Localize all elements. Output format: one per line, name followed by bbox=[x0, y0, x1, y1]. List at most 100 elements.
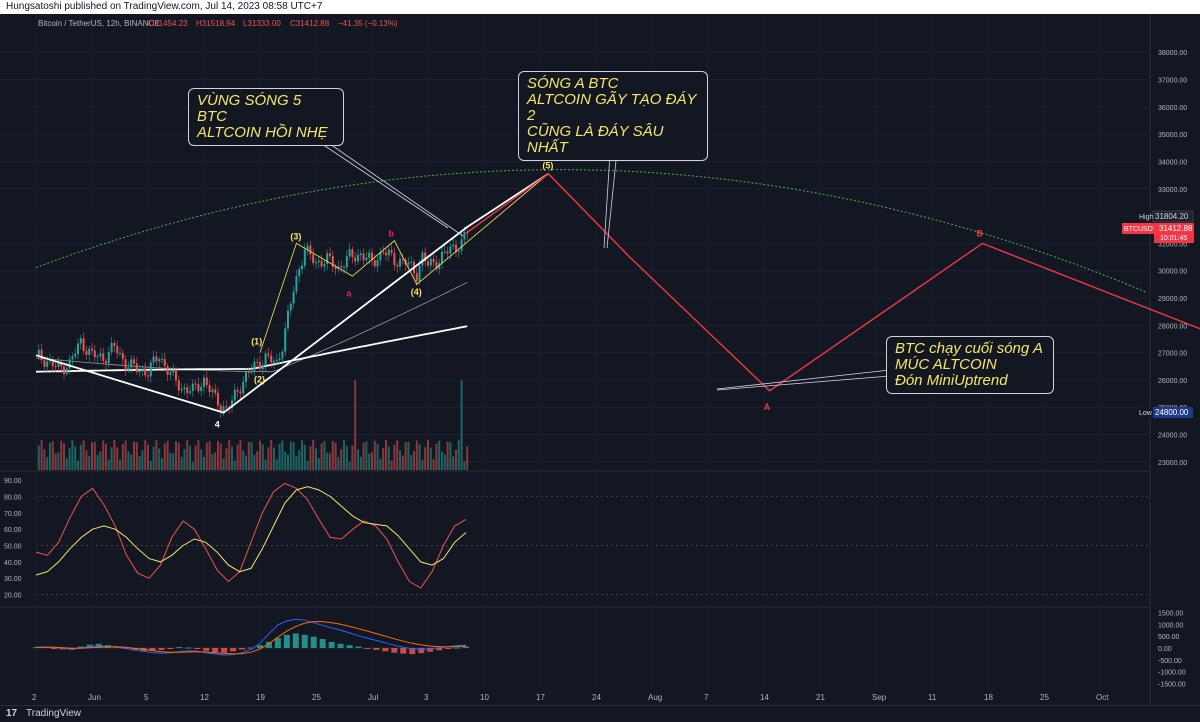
macd-tick-label: 0.00 bbox=[1158, 646, 1172, 653]
candle-body bbox=[457, 250, 460, 252]
macd-bar bbox=[221, 648, 228, 653]
osc-line bbox=[35, 482, 467, 589]
volume-bar bbox=[303, 444, 306, 470]
macd-bar bbox=[310, 636, 317, 648]
candle-body bbox=[93, 350, 96, 358]
time-axis[interactable]: 2 Jun 5 12 19 25 Jul 3 10 17 24 Aug 7 14 21 Sep 11 18 25 Oc… bbox=[32, 693, 1109, 702]
volume-bar bbox=[382, 448, 385, 470]
candle-body bbox=[180, 389, 183, 391]
volume-bar bbox=[337, 457, 340, 470]
candle-body bbox=[82, 338, 85, 351]
macd-bar bbox=[364, 648, 371, 649]
volume-bar bbox=[99, 451, 102, 470]
volume-bar bbox=[231, 446, 233, 470]
volume-bar bbox=[37, 445, 40, 470]
volume-bar bbox=[96, 454, 99, 470]
volume-bar bbox=[163, 443, 166, 470]
volume-bar bbox=[348, 461, 351, 470]
callout-waveA: SÓNG A BTC ALTCOIN GÃY TẠO ĐÁY 2 CŨNG LÀ… bbox=[518, 71, 708, 161]
price-tick-label: 29000.00 bbox=[1158, 296, 1187, 303]
macd-bar bbox=[454, 647, 461, 649]
wave-label: a bbox=[346, 289, 352, 299]
macd-bar bbox=[158, 648, 165, 650]
candle-body bbox=[443, 251, 446, 253]
wave-label: (5) bbox=[542, 160, 553, 170]
volume-bars bbox=[37, 379, 469, 470]
volume-bar bbox=[219, 443, 222, 470]
low-tag-value: 24800.00 bbox=[1155, 408, 1189, 417]
volume-bar bbox=[158, 448, 161, 470]
oscillator-panel bbox=[35, 482, 467, 589]
volume-bar bbox=[77, 460, 79, 470]
volume-bar bbox=[466, 446, 469, 470]
candle-body bbox=[130, 359, 133, 368]
price-tick-label: 31000.00 bbox=[1158, 241, 1187, 248]
time-tick-label: 18 bbox=[984, 693, 993, 702]
candle-body bbox=[71, 356, 74, 360]
volume-bar bbox=[203, 456, 205, 470]
macd-panel bbox=[33, 618, 469, 656]
candle-body bbox=[435, 261, 438, 269]
candle-body bbox=[107, 352, 110, 364]
last-price-tag: 31412.88 bbox=[1159, 224, 1193, 233]
publisher-bar: Hungsatoshi published on TradingView.com… bbox=[0, 0, 1200, 14]
price-tick-label: 28000.00 bbox=[1158, 323, 1187, 330]
price-tick-label: 35000.00 bbox=[1158, 132, 1187, 139]
volume-bar bbox=[357, 449, 359, 470]
volume-bar bbox=[186, 440, 189, 470]
price-tick-label: 37000.00 bbox=[1158, 78, 1187, 85]
volume-bar bbox=[359, 456, 362, 470]
macd-bar bbox=[337, 643, 344, 648]
candle-body bbox=[239, 391, 242, 394]
volume-bar bbox=[144, 440, 147, 470]
volume-bar bbox=[424, 447, 427, 470]
volume-bar bbox=[57, 452, 60, 470]
volume-bar bbox=[376, 443, 379, 470]
price-tick-label: 36000.00 bbox=[1158, 105, 1187, 112]
candle-body bbox=[141, 368, 144, 371]
macd-bar bbox=[301, 634, 308, 648]
symbol-tag: BTCUSDT bbox=[1124, 226, 1158, 233]
volume-bar bbox=[320, 443, 323, 470]
candle-body bbox=[214, 389, 217, 393]
candle-body bbox=[331, 255, 334, 267]
candle-body bbox=[275, 359, 278, 361]
candle-body bbox=[399, 259, 401, 267]
candle-body bbox=[40, 349, 43, 361]
macd-bar bbox=[355, 646, 362, 648]
macd-bar bbox=[463, 646, 469, 648]
macd-bar bbox=[445, 648, 452, 649]
candle-body bbox=[441, 251, 443, 264]
legend-low: L31333.00 bbox=[243, 19, 281, 28]
candle-body bbox=[320, 260, 323, 267]
candle-body bbox=[191, 383, 194, 392]
volume-bar bbox=[432, 459, 435, 470]
volume-bar bbox=[410, 454, 413, 470]
price-axis[interactable]: 23000.0024000.0025000.0026000.0027000.00… bbox=[4, 50, 1187, 688]
volume-bar bbox=[197, 440, 200, 470]
candle-body bbox=[309, 245, 312, 255]
candle-body bbox=[79, 338, 82, 344]
macd-tick-label: -1500.00 bbox=[1158, 681, 1186, 688]
candle-body bbox=[63, 366, 65, 374]
osc-tick-label: 20.00 bbox=[4, 593, 22, 600]
macd-bar bbox=[50, 648, 57, 649]
volume-bar bbox=[379, 458, 382, 470]
candle-body bbox=[161, 358, 163, 360]
volume-bar bbox=[116, 447, 119, 470]
candle-body bbox=[205, 377, 208, 386]
macd-bar bbox=[391, 648, 398, 653]
volume-bar bbox=[68, 448, 71, 470]
volume-bar bbox=[452, 456, 455, 470]
price-tags: High 31804.20 BTCUSDT 31412.88 10:01:45 … bbox=[1122, 210, 1194, 418]
candle-body bbox=[172, 369, 175, 373]
candle-body bbox=[452, 244, 455, 247]
volume-bar bbox=[110, 447, 113, 470]
candle-body bbox=[326, 253, 329, 264]
candle-body bbox=[116, 346, 119, 354]
candle-body bbox=[373, 260, 376, 267]
candle-body bbox=[121, 352, 124, 360]
candle-body bbox=[77, 343, 79, 355]
candle-body bbox=[147, 375, 149, 377]
volume-bar bbox=[446, 441, 449, 470]
